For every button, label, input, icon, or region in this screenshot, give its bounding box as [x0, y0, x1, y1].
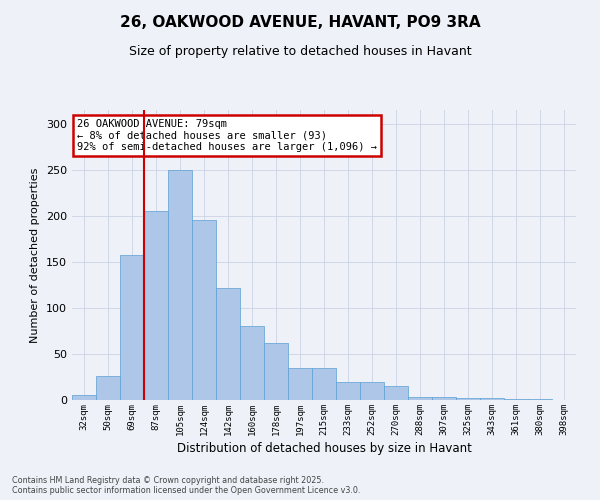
Bar — [408, 397, 432, 400]
Bar — [240, 326, 264, 400]
Text: Size of property relative to detached houses in Havant: Size of property relative to detached ho… — [128, 45, 472, 58]
Bar — [144, 212, 168, 400]
Bar — [480, 398, 504, 400]
Bar — [288, 368, 312, 400]
Text: Contains HM Land Registry data © Crown copyright and database right 2025.
Contai: Contains HM Land Registry data © Crown c… — [12, 476, 361, 495]
X-axis label: Distribution of detached houses by size in Havant: Distribution of detached houses by size … — [176, 442, 472, 455]
Bar — [456, 398, 480, 400]
Bar — [432, 397, 456, 400]
Bar — [312, 368, 336, 400]
Bar — [216, 288, 240, 400]
Text: 26 OAKWOOD AVENUE: 79sqm
← 8% of detached houses are smaller (93)
92% of semi-de: 26 OAKWOOD AVENUE: 79sqm ← 8% of detache… — [77, 118, 377, 152]
Bar — [360, 382, 384, 400]
Bar — [504, 399, 528, 400]
Bar — [384, 386, 408, 400]
Bar — [264, 343, 288, 400]
Bar — [336, 382, 360, 400]
Bar — [528, 399, 552, 400]
Bar — [120, 256, 144, 400]
Bar — [192, 220, 216, 400]
Bar — [72, 396, 96, 400]
Text: 26, OAKWOOD AVENUE, HAVANT, PO9 3RA: 26, OAKWOOD AVENUE, HAVANT, PO9 3RA — [119, 15, 481, 30]
Y-axis label: Number of detached properties: Number of detached properties — [31, 168, 40, 342]
Bar — [96, 376, 120, 400]
Bar — [168, 170, 192, 400]
